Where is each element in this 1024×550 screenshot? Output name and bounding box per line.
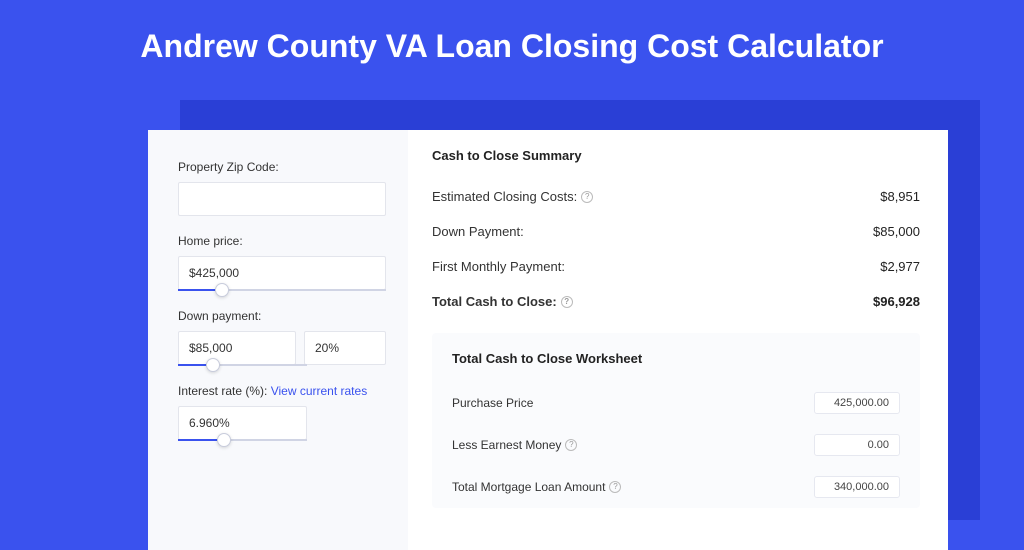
zip-field: Property Zip Code: (178, 160, 386, 216)
page-title: Andrew County VA Loan Closing Cost Calcu… (0, 0, 1024, 89)
calculator-card: Property Zip Code: Home price: $425,000 … (148, 130, 948, 550)
summary-row: Down Payment: $85,000 (432, 214, 920, 249)
worksheet-row-label: Less Earnest Money ? (452, 438, 577, 452)
home-price-field: Home price: $425,000 (178, 234, 386, 291)
inputs-panel: Property Zip Code: Home price: $425,000 … (148, 130, 408, 550)
summary-row: Estimated Closing Costs: ? $8,951 (432, 179, 920, 214)
worksheet-title: Total Cash to Close Worksheet (452, 351, 900, 366)
worksheet-row-value[interactable]: 425,000.00 (814, 392, 900, 414)
home-price-input[interactable]: $425,000 (178, 256, 386, 290)
worksheet-row-label: Purchase Price (452, 396, 533, 410)
worksheet-row: Total Mortgage Loan Amount ? 340,000.00 (452, 466, 900, 508)
interest-slider[interactable] (178, 439, 307, 441)
interest-label-text: Interest rate (%): (178, 384, 271, 398)
worksheet-row-value[interactable]: 340,000.00 (814, 476, 900, 498)
summary-row-label: Down Payment: (432, 224, 524, 239)
results-panel: Cash to Close Summary Estimated Closing … (408, 130, 948, 550)
worksheet-row-value[interactable]: 0.00 (814, 434, 900, 456)
help-icon[interactable]: ? (565, 439, 577, 451)
summary-row-label: Total Cash to Close: ? (432, 294, 573, 309)
summary-title: Cash to Close Summary (432, 148, 920, 163)
help-icon[interactable]: ? (609, 481, 621, 493)
summary-row-value: $96,928 (873, 294, 920, 309)
home-price-label: Home price: (178, 234, 386, 248)
summary-row-total: Total Cash to Close: ? $96,928 (432, 284, 920, 319)
down-payment-field: Down payment: $85,000 20% (178, 309, 386, 366)
interest-field: Interest rate (%): View current rates 6.… (178, 384, 386, 441)
worksheet-row: Purchase Price 425,000.00 (452, 382, 900, 424)
worksheet-row: Less Earnest Money ? 0.00 (452, 424, 900, 466)
down-payment-pct-input[interactable]: 20% (304, 331, 386, 365)
interest-label: Interest rate (%): View current rates (178, 384, 386, 398)
worksheet-row-label: Total Mortgage Loan Amount ? (452, 480, 621, 494)
down-payment-slider[interactable] (178, 364, 307, 366)
worksheet-section: Total Cash to Close Worksheet Purchase P… (432, 333, 920, 508)
summary-row-label: First Monthly Payment: (432, 259, 565, 274)
slider-thumb-icon[interactable] (206, 358, 220, 372)
slider-thumb-icon[interactable] (215, 283, 229, 297)
zip-input[interactable] (178, 182, 386, 216)
summary-row-value: $85,000 (873, 224, 920, 239)
summary-row-value: $2,977 (880, 259, 920, 274)
down-payment-input[interactable]: $85,000 (178, 331, 296, 365)
summary-row-value: $8,951 (880, 189, 920, 204)
help-icon[interactable]: ? (561, 296, 573, 308)
summary-row-label: Estimated Closing Costs: ? (432, 189, 593, 204)
summary-row: First Monthly Payment: $2,977 (432, 249, 920, 284)
slider-thumb-icon[interactable] (217, 433, 231, 447)
down-payment-label: Down payment: (178, 309, 386, 323)
home-price-slider[interactable] (178, 289, 386, 291)
view-rates-link[interactable]: View current rates (271, 384, 368, 398)
zip-label: Property Zip Code: (178, 160, 386, 174)
interest-input[interactable]: 6.960% (178, 406, 307, 440)
help-icon[interactable]: ? (581, 191, 593, 203)
